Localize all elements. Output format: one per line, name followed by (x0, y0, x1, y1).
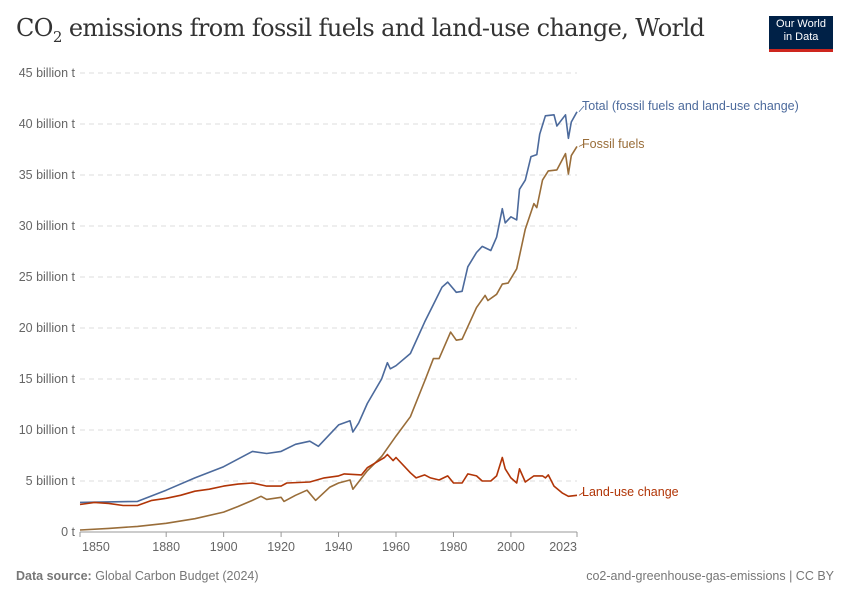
series-label-connector (578, 491, 585, 496)
series-line (79, 145, 578, 531)
y-tick-label: 35 billion t (19, 168, 76, 182)
data-source-link[interactable]: Global Carbon Budget (2024) (95, 569, 259, 583)
series-label-connector (578, 143, 585, 147)
x-tick-label: 1900 (210, 540, 238, 554)
series-label: Fossil fuels (582, 137, 645, 151)
y-tick-label: 25 billion t (19, 270, 76, 284)
chart-title: CO2 emissions from fossil fuels and land… (16, 14, 705, 46)
x-tick-label: 1920 (267, 540, 295, 554)
y-tick-label: 5 billion t (26, 474, 76, 488)
x-tick-label: 1980 (440, 540, 468, 554)
series-label-connector (578, 105, 585, 113)
y-tick-label: 0 t (61, 525, 75, 539)
series-line (79, 453, 578, 507)
x-tick-label: 1850 (82, 540, 110, 554)
x-tick-label: 1960 (382, 540, 410, 554)
owid-logo[interactable]: Our World in Data (769, 16, 833, 52)
x-tick-label: 1880 (152, 540, 180, 554)
series-line (79, 111, 578, 504)
y-tick-label: 10 billion t (19, 423, 76, 437)
footer-license[interactable]: co2-and-greenhouse-gas-emissions | CC BY (586, 569, 834, 583)
x-tick-label: 2000 (497, 540, 525, 554)
series-label: Total (fossil fuels and land-use change) (582, 99, 799, 113)
y-tick-label: 15 billion t (19, 372, 76, 386)
y-tick-label: 20 billion t (19, 321, 76, 335)
series-label: Land-use change (582, 485, 679, 499)
x-tick-label: 2023 (549, 540, 577, 554)
y-tick-label: 30 billion t (19, 219, 76, 233)
data-source: Data source: Global Carbon Budget (2024) (16, 569, 259, 583)
y-tick-label: 45 billion t (19, 66, 76, 80)
x-tick-label: 1940 (325, 540, 353, 554)
y-tick-label: 40 billion t (19, 117, 76, 131)
